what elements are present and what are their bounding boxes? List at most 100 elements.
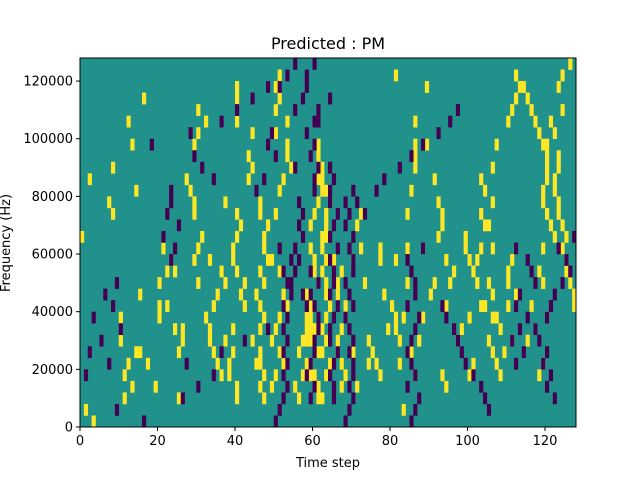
heatmap-cell-low — [343, 311, 348, 324]
heatmap-cell-high — [335, 334, 340, 347]
heatmap-cell-high — [246, 173, 251, 186]
heatmap-cell-low — [351, 184, 356, 197]
heatmap-cell-high — [506, 300, 511, 312]
heatmap-cell-low — [312, 334, 317, 347]
heatmap-cell-low — [347, 380, 352, 393]
heatmap-cell-high — [362, 277, 368, 289]
heatmap-cell-low — [293, 104, 298, 116]
heatmap-cell-low — [347, 323, 352, 336]
x-tick-label: 120 — [533, 434, 558, 449]
heatmap-cell-high — [258, 346, 263, 359]
heatmap-cell-high — [87, 173, 92, 186]
heatmap-cell-high — [258, 380, 263, 393]
heatmap-cell-high — [378, 242, 383, 255]
heatmap-cell-high — [490, 311, 495, 324]
heatmap-cell-high — [231, 242, 236, 255]
heatmap-cell-low — [266, 81, 271, 93]
heatmap-cell-low — [397, 161, 402, 174]
heatmap-cell-low — [351, 230, 356, 243]
y-tick-label: 100000 — [23, 132, 73, 147]
heatmap-cell-high — [308, 219, 313, 232]
heatmap-cell-low — [525, 311, 530, 324]
heatmap-cell-low — [107, 357, 112, 370]
heatmap-cell-high — [463, 242, 468, 255]
heatmap-cell-low — [99, 334, 104, 347]
heatmap-cell-high — [568, 277, 573, 289]
heatmap-cell-low — [436, 127, 441, 140]
heatmap-cell-high — [246, 150, 251, 163]
y-tick-label: 120000 — [23, 75, 73, 90]
heatmap-cell-low — [293, 161, 298, 174]
heatmap-cell-low — [471, 369, 476, 382]
heatmap-cell-high — [560, 219, 565, 232]
heatmap-cell-high — [297, 346, 302, 359]
heatmap-cell-high — [196, 242, 201, 255]
heatmap-cell-high — [556, 150, 561, 163]
heatmap-cell-high — [192, 138, 197, 151]
heatmap-cell-low — [285, 334, 290, 347]
heatmap-cell-low — [417, 392, 422, 405]
heatmap-cell-high — [370, 346, 375, 359]
x-tick-label: 0 — [76, 434, 84, 449]
chart-title: Predicted : PM — [271, 34, 385, 53]
heatmap-cell-high — [490, 288, 495, 301]
heatmap-cell-high — [134, 346, 139, 359]
heatmap-cell-high — [285, 115, 290, 128]
heatmap-cell-high — [273, 81, 278, 93]
heatmap-cell-high — [432, 173, 437, 186]
heatmap-cell-high — [304, 334, 309, 347]
heatmap-cell-high — [285, 150, 290, 163]
heatmap-cell-high — [514, 288, 519, 301]
heatmap-cell-high — [269, 380, 275, 393]
heatmap-cell-high — [366, 357, 371, 370]
heatmap-cell-high — [382, 288, 387, 301]
heatmap-cell-high — [475, 277, 480, 289]
heatmap-cell-high — [207, 254, 213, 266]
heatmap-cell-low — [331, 380, 337, 393]
heatmap-cell-high — [223, 196, 228, 209]
heatmap-cell-high — [560, 242, 565, 255]
heatmap-cell-low — [405, 254, 410, 266]
heatmap-cell-high — [111, 161, 116, 174]
heatmap-cell-low — [184, 357, 189, 370]
heatmap-cell-low — [312, 300, 317, 312]
heatmap-cell-low — [254, 184, 259, 197]
heatmap-cell-high — [506, 115, 511, 128]
heatmap-cell-high — [207, 334, 213, 347]
heatmap-cell-high — [432, 277, 437, 289]
heatmap-cell-high — [312, 265, 317, 278]
heatmap-cell-low — [328, 161, 333, 174]
heatmap-cell-high — [320, 184, 325, 197]
heatmap-cell-high — [254, 288, 259, 301]
heatmap-cell-high — [440, 207, 445, 220]
heatmap-cell-high — [386, 323, 391, 336]
heatmap-cell-low — [335, 300, 340, 312]
heatmap-cell-low — [273, 150, 278, 163]
heatmap-cell-high — [126, 115, 131, 128]
heatmap-cell-high — [107, 196, 112, 209]
heatmap-cell-high — [355, 219, 360, 232]
heatmap-cell-high — [188, 184, 193, 197]
heatmap-cell-high — [250, 334, 255, 347]
heatmap-cell-high — [235, 92, 240, 105]
heatmap-cell-high — [393, 254, 399, 266]
heatmap-cell-high — [355, 380, 360, 393]
heatmap-cell-high — [293, 380, 298, 393]
y-axis-label: Frequency (Hz) — [0, 194, 14, 292]
heatmap-cell-low — [328, 288, 333, 301]
heatmap-cell-low — [517, 288, 523, 301]
heatmap-cell-low — [192, 150, 197, 163]
heatmap-cell-low — [351, 300, 356, 312]
plot-frame — [79, 57, 577, 428]
heatmap-cell-high — [552, 230, 557, 243]
heatmap-cell-low — [347, 403, 352, 416]
heatmap-cell-high — [258, 323, 263, 336]
heatmap-cell-low — [281, 300, 286, 312]
heatmap-cell-low — [459, 346, 464, 359]
heatmap-cell-low — [343, 415, 348, 428]
heatmap-cell-low — [180, 392, 185, 405]
y-tick-label: 0 — [65, 421, 73, 436]
heatmap-cell-low — [545, 380, 550, 393]
x-tick-label: 80 — [382, 434, 399, 449]
